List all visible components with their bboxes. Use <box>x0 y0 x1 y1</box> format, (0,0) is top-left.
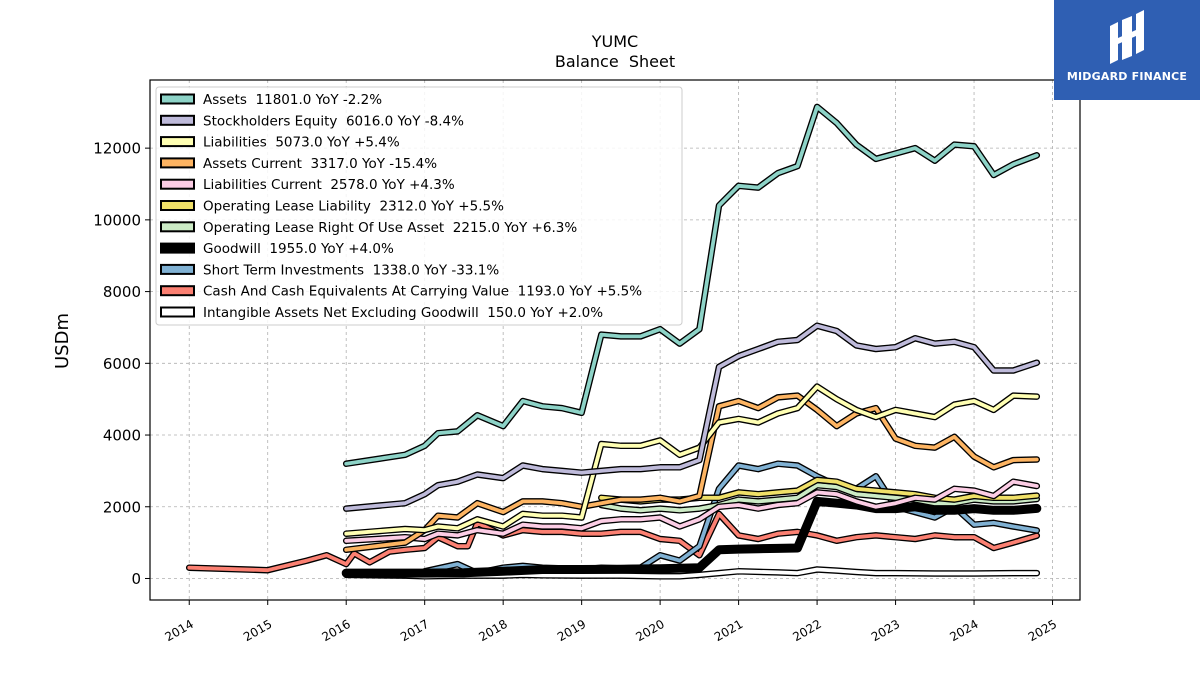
series-line <box>344 393 1039 552</box>
y-tick-label: 10000 <box>93 211 141 229</box>
legend-swatch <box>160 242 195 254</box>
series-line <box>599 483 1039 513</box>
legend-item: Liabilities Current 2578.0 YoY +4.3% <box>160 177 455 193</box>
legend-label: Cash And Cash Equivalents At Carrying Va… <box>203 284 642 300</box>
x-tick-label: 2025 <box>1026 617 1059 644</box>
y-tick-label: 6000 <box>103 355 141 373</box>
legend-swatch <box>160 93 195 105</box>
x-tick-label: 2024 <box>947 617 980 644</box>
x-tick-label: 2017 <box>398 617 431 644</box>
legend-item: Operating Lease Liability 2312.0 YoY +5.… <box>160 199 504 215</box>
series-lines <box>185 103 1042 580</box>
series-4 <box>342 478 1041 545</box>
legend-label: Liabilities 5073.0 YoY +5.4% <box>203 135 400 151</box>
series-2 <box>342 383 1041 537</box>
legend-swatch <box>160 263 195 275</box>
legend-swatch <box>160 285 195 297</box>
brand-name: MIDGARD FINANCE <box>1066 70 1188 83</box>
x-tick-label: 2020 <box>633 617 666 644</box>
legend-label: Assets Current 3317.0 YoY -15.4% <box>203 156 437 172</box>
legend-swatch <box>160 157 195 169</box>
series-6 <box>598 481 1041 514</box>
series-line <box>344 479 1039 543</box>
x-tick-label: 2014 <box>163 617 196 644</box>
legend-item: Liabilities 5073.0 YoY +5.4% <box>160 135 400 151</box>
legend-item: Short Term Investments 1338.0 YoY -33.1% <box>160 262 499 278</box>
x-axis-ticks: 2014 2015 2016 2017 2018 2019 2020 2021 2022 2023… <box>163 600 1059 644</box>
x-tick-label: 2021 <box>712 617 745 644</box>
legend: Assets 11801.0 YoY -2.2% Stockholders Equ… <box>155 86 683 326</box>
legend-label: Goodwill 1955.0 YoY +4.0% <box>203 241 394 257</box>
x-tick-label: 2016 <box>319 617 352 644</box>
series-line <box>341 496 1042 578</box>
legend-item: Cash And Cash Equivalents At Carrying Va… <box>160 284 642 300</box>
series-1 <box>342 322 1041 512</box>
chart-title: YUMC <box>591 32 638 51</box>
y-axis-ticks: 0 2000 4000 6000 8000 10000 12000 <box>93 140 150 588</box>
series-line <box>344 105 1039 466</box>
x-tick-label: 2022 <box>790 617 823 644</box>
y-tick-label: 12000 <box>93 140 141 158</box>
midgard-finance-logo: MIDGARD FINANCE <box>1054 0 1200 100</box>
chart-subtitle: Balance Sheet <box>555 52 675 71</box>
series-7 <box>341 496 1042 578</box>
legend-item: Stockholders Equity 6016.0 YoY -8.4% <box>160 113 464 129</box>
legend-label: Operating Lease Liability 2312.0 YoY +5.… <box>203 199 504 215</box>
legend-swatch <box>160 306 195 318</box>
series-line <box>344 384 1039 536</box>
legend-swatch <box>160 114 195 126</box>
midgard-logo-icon <box>1110 10 1144 64</box>
series-9 <box>185 510 1041 574</box>
x-tick-label: 2023 <box>869 617 902 644</box>
legend-item: Operating Lease Right Of Use Asset 2215.… <box>160 220 577 236</box>
series-line <box>187 512 1039 573</box>
y-tick-label: 2000 <box>103 498 141 516</box>
legend-item: Intangible Assets Net Excluding Goodwill… <box>160 305 603 321</box>
y-axis-label: USDm <box>52 313 73 369</box>
legend-swatch <box>160 200 195 211</box>
legend-swatch <box>160 136 195 148</box>
x-tick-label: 2018 <box>476 617 509 644</box>
y-tick-label: 0 <box>131 570 141 588</box>
legend-item: Assets Current 3317.0 YoY -15.4% <box>160 156 437 172</box>
legend-label: Assets 11801.0 YoY -2.2% <box>203 92 382 108</box>
series-3 <box>342 392 1041 554</box>
series-0 <box>342 103 1041 467</box>
legend-swatch <box>160 221 195 233</box>
legend-item: Assets 11801.0 YoY -2.2% <box>160 92 382 108</box>
legend-label: Operating Lease Right Of Use Asset 2215.… <box>203 220 577 236</box>
y-tick-label: 8000 <box>103 283 141 301</box>
legend-box <box>155 86 683 326</box>
x-tick-label: 2015 <box>241 617 274 644</box>
x-tick-label: 2019 <box>555 617 588 644</box>
plot-frame <box>149 79 1081 601</box>
legend-item: Goodwill 1955.0 YoY +4.0% <box>160 241 394 257</box>
legend-label: Intangible Assets Net Excluding Goodwill… <box>203 305 603 321</box>
legend-label: Short Term Investments 1338.0 YoY -33.1% <box>203 262 499 278</box>
y-tick-label: 4000 <box>103 427 141 445</box>
series-line <box>344 323 1039 511</box>
legend-swatch <box>160 178 195 190</box>
legend-label: Liabilities Current 2578.0 YoY +4.3% <box>203 177 455 193</box>
legend-label: Stockholders Equity 6016.0 YoY -8.4% <box>203 113 464 129</box>
